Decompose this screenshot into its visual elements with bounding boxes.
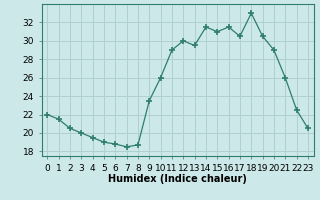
X-axis label: Humidex (Indice chaleur): Humidex (Indice chaleur) xyxy=(108,174,247,184)
